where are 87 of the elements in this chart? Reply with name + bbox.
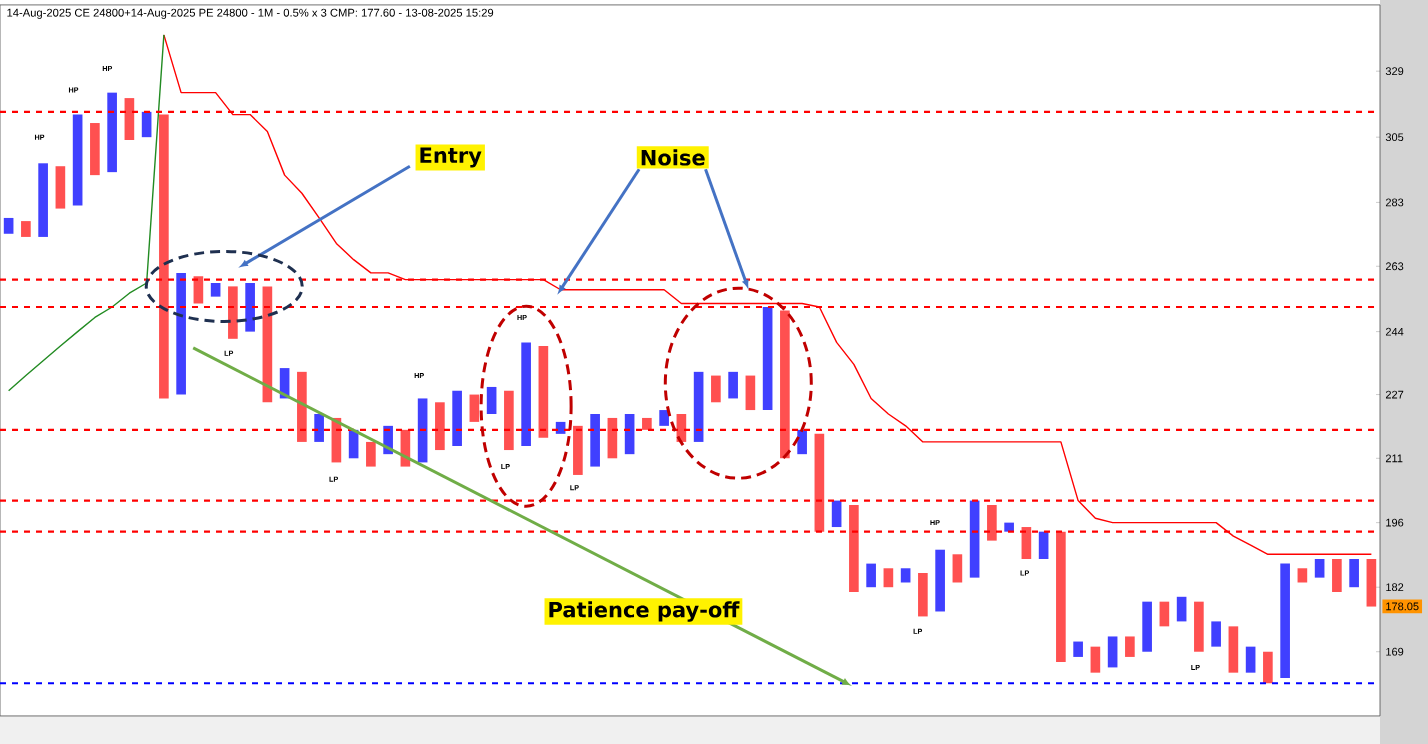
bar <box>38 163 48 237</box>
bar <box>1142 601 1152 652</box>
bar <box>1228 626 1239 673</box>
y-tick-label: 196 <box>1386 518 1404 527</box>
bar <box>504 390 514 451</box>
y-tick-label: 211 <box>1385 454 1403 463</box>
bar <box>728 371 738 399</box>
bar <box>1297 568 1308 583</box>
bar <box>1159 601 1170 627</box>
bar <box>900 568 911 583</box>
annotation: Patience pay-off <box>549 601 740 622</box>
bar <box>590 413 600 467</box>
bar <box>486 386 497 414</box>
bar <box>1004 522 1014 532</box>
bar <box>55 166 66 209</box>
bar <box>1263 651 1273 684</box>
bar <box>435 402 445 451</box>
bar <box>883 568 894 588</box>
bar <box>918 572 928 617</box>
annotation: 178.05 <box>1386 602 1419 611</box>
bar <box>814 433 825 532</box>
bar <box>1211 621 1221 647</box>
bar <box>711 375 721 403</box>
bar <box>1038 531 1049 559</box>
bar <box>1090 646 1101 673</box>
bar <box>21 221 31 237</box>
bar <box>521 342 531 446</box>
bar <box>72 114 83 206</box>
y-tick-label: 227 <box>1385 390 1404 399</box>
annotation: Noise <box>641 149 705 166</box>
bar <box>193 276 204 304</box>
y-tick-label: 182 <box>1386 583 1404 592</box>
bar <box>952 554 963 583</box>
bar <box>107 92 117 173</box>
bar <box>1056 531 1066 663</box>
bar <box>642 417 652 430</box>
y-tick-label: 263 <box>1385 262 1404 271</box>
bar <box>297 371 307 442</box>
bar <box>1021 527 1032 559</box>
bar <box>607 417 618 459</box>
bar <box>1245 646 1256 673</box>
bar <box>124 98 135 141</box>
bar <box>452 390 462 446</box>
bar <box>90 123 100 176</box>
bar <box>3 217 14 234</box>
bar <box>987 505 997 541</box>
y-tick-label: 283 <box>1385 198 1404 207</box>
bar <box>969 500 980 578</box>
bar <box>693 371 704 442</box>
bar <box>159 114 169 399</box>
bar <box>245 283 255 332</box>
bar <box>780 310 790 459</box>
bar <box>831 500 842 528</box>
bar <box>762 306 773 411</box>
bar <box>1194 601 1204 652</box>
y-tick-label: 305 <box>1385 133 1404 142</box>
bar <box>1332 559 1342 592</box>
bar <box>797 429 807 455</box>
bar <box>210 283 221 297</box>
bar <box>624 413 635 455</box>
y-tick-label: 244 <box>1385 327 1404 336</box>
bar <box>314 413 324 442</box>
bar <box>538 346 549 438</box>
annotation: Entry <box>420 147 482 168</box>
bar <box>1125 636 1135 657</box>
chart-title: 14-Aug-2025 CE 24800+14-Aug-2025 PE 24800 - 1M - 0.5% x 3 CMP: 177.60 - 13-08-2025 15:29 <box>7 8 494 19</box>
bar <box>1314 559 1325 578</box>
y-tick-label: 169 <box>1386 647 1404 656</box>
bar <box>228 286 238 339</box>
bar <box>1349 559 1359 588</box>
bar <box>1073 641 1083 657</box>
bar <box>469 394 480 422</box>
bar <box>849 505 859 592</box>
bar <box>366 441 376 467</box>
bar <box>417 398 428 463</box>
bar <box>573 425 583 475</box>
bar <box>745 375 756 411</box>
bar <box>176 272 186 395</box>
y-tick-label: 329 <box>1385 67 1404 76</box>
bar <box>1107 636 1118 668</box>
line-series <box>7 34 165 392</box>
bar <box>1176 596 1187 622</box>
bar <box>659 410 669 426</box>
bar <box>935 549 945 612</box>
bar <box>1366 559 1377 607</box>
bar <box>866 563 876 588</box>
bar <box>1280 563 1290 678</box>
